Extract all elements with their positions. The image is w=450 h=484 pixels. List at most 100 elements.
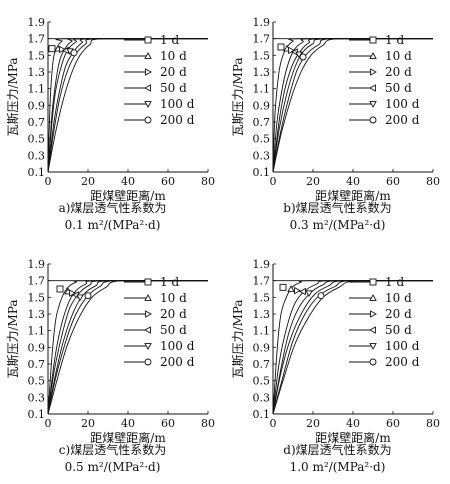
y-tick-label: 1.1 — [28, 83, 46, 96]
series-marker-200d — [317, 292, 325, 300]
legend-entry-20d: 20 d — [160, 65, 187, 79]
y-tick-label: 1.7 — [28, 33, 46, 46]
legend-entry-50d: 50 d — [385, 323, 412, 337]
x-tick-label: 20 — [81, 175, 95, 188]
legend-marker — [145, 68, 152, 76]
x-tick-label: 0 — [270, 417, 277, 430]
series-marker-20d — [69, 289, 76, 297]
chart-b-svg: 0.1 0.3 0.5 0.7 0.9 1.1 1.3 1.5 1.7 1.9 0 20 40 60 80 距… — [231, 16, 440, 203]
legend-entry-10d: 10 d — [160, 49, 187, 63]
series-line-200d — [47, 280, 208, 415]
series-marker-20d — [294, 286, 301, 295]
legend-entry-10d: 10 d — [385, 49, 412, 63]
caption-a-line2: 0.1 m²/(MPa²·d) — [64, 218, 161, 232]
chart-a-svg: 0.1 0.3 0.5 0.7 0.9 1.1 1.3 1.5 1.7 1.9 0 20 40 60 80 距… — [6, 16, 215, 203]
y-tick-label: 1.5 — [28, 291, 46, 304]
legend-marker — [369, 84, 376, 92]
y-tick-label: 1.1 — [253, 325, 271, 338]
legend-entry-50d: 50 d — [385, 81, 412, 95]
series-marker-10d — [287, 285, 295, 292]
caption-c-line1: 煤层透气性系数为 — [70, 443, 167, 457]
series-marker-20d — [59, 45, 66, 54]
caption-a: a)煤层透气性系数为 0.1 m²/(MPa²·d) — [0, 200, 225, 234]
y-tick-label: 0.9 — [28, 341, 46, 354]
x-tick-label: 0 — [45, 175, 52, 188]
chart-panel-c: 0.1 0.3 0.5 0.7 0.9 1.1 1.3 1.5 1.7 1.9 0 20 40 60 80 距… — [0, 242, 225, 484]
legend-marker — [144, 278, 152, 286]
chart-d-svg: 0.1 0.3 0.5 0.7 0.9 1.1 1.3 1.5 1.7 1.9 0 20 40 60 80 距… — [231, 258, 440, 445]
series-marker-1d — [279, 283, 287, 291]
x-axis-label: 距煤壁距离/m — [315, 430, 391, 445]
caption-a-label: a) — [58, 201, 71, 215]
y-tick-label: 0.1 — [28, 166, 46, 179]
y-tick-label: 1.5 — [28, 49, 46, 62]
x-tick-label: 20 — [306, 175, 320, 188]
legend-entry-1d: 1 d — [385, 33, 404, 47]
y-axis-label: 瓦斯压力/MPa — [6, 299, 20, 378]
y-tick-label: 1.7 — [253, 33, 271, 46]
caption-d: d)煤层透气性系数为 1.0 m²/(MPa²·d) — [225, 442, 450, 476]
legend-marker — [369, 326, 376, 334]
y-tick-label: 0.9 — [253, 341, 271, 354]
series-marker-100d — [76, 294, 84, 302]
legend-entry-10d: 10 d — [160, 291, 187, 305]
x-axis-label: 距煤壁距离/m — [315, 188, 391, 203]
series-line-200d — [47, 38, 208, 173]
x-tick-label: 80 — [426, 417, 440, 430]
y-tick-label: 0.7 — [253, 116, 271, 129]
y-tick-label: 0.5 — [28, 133, 46, 146]
x-tick-label: 60 — [161, 417, 175, 430]
series-line-100d — [47, 280, 208, 415]
legend-marker — [144, 326, 151, 334]
y-axis-label: 瓦斯压力/MPa — [231, 299, 245, 378]
y-tick-label: 0.1 — [253, 166, 271, 179]
caption-b-line2: 0.3 m²/(MPa²·d) — [289, 218, 386, 232]
y-tick-label: 1.9 — [28, 16, 46, 29]
y-tick-label: 0.3 — [28, 149, 46, 162]
series-marker-20d — [288, 46, 295, 55]
series-line-200d — [272, 280, 433, 415]
y-tick-label: 0.3 — [28, 391, 46, 404]
legend-entry-20d: 20 d — [385, 307, 412, 321]
y-tick-label: 1.1 — [28, 325, 46, 338]
y-tick-label: 0.7 — [28, 116, 46, 129]
legend-entry-200d: 200 d — [385, 355, 420, 369]
caption-c-label: c) — [58, 443, 71, 457]
legend-marker — [369, 294, 377, 301]
chart-c-svg: 0.1 0.3 0.5 0.7 0.9 1.1 1.3 1.5 1.7 1.9 0 20 40 60 80 距… — [6, 258, 215, 445]
x-tick-label: 20 — [81, 417, 95, 430]
legend-entry-1d: 1 d — [160, 33, 179, 47]
y-tick-label: 1.9 — [253, 16, 271, 29]
y-tick-label: 1.9 — [28, 258, 46, 271]
y-tick-label: 1.3 — [28, 308, 46, 321]
legend-marker — [369, 36, 377, 44]
legend-marker — [144, 294, 152, 301]
y-tick-label: 0.5 — [28, 375, 46, 388]
y-tick-label: 0.9 — [28, 99, 46, 112]
y-tick-label: 0.1 — [28, 408, 46, 421]
legend-marker — [369, 278, 377, 286]
series-marker-200d — [299, 53, 307, 61]
y-tick-label: 1.5 — [253, 291, 271, 304]
x-tick-label: 80 — [201, 417, 215, 430]
y-tick-label: 0.5 — [253, 375, 271, 388]
series-marker-200d — [70, 49, 78, 57]
y-tick-label: 0.7 — [253, 358, 271, 371]
legend-entry-20d: 20 d — [385, 65, 412, 79]
x-tick-label: 40 — [121, 175, 135, 188]
x-tick-label: 40 — [121, 417, 135, 430]
legend-marker — [369, 52, 377, 59]
y-axis-label: 瓦斯压力/MPa — [231, 57, 245, 136]
legend-entry-100d: 100 d — [160, 339, 195, 353]
y-tick-label: 0.9 — [253, 99, 271, 112]
legend-entry-200d: 200 d — [160, 355, 195, 369]
y-axis-label: 瓦斯压力/MPa — [6, 57, 20, 136]
y-tick-label: 1.3 — [253, 308, 271, 321]
y-tick-label: 0.3 — [253, 149, 271, 162]
y-tick-label: 0.5 — [253, 133, 271, 146]
legend-entry-50d: 50 d — [160, 323, 187, 337]
legend-marker — [369, 343, 377, 350]
x-tick-label: 60 — [386, 175, 400, 188]
caption-d-line1: 煤层透气性系数为 — [295, 443, 392, 457]
legend-entry-100d: 100 d — [160, 97, 195, 111]
